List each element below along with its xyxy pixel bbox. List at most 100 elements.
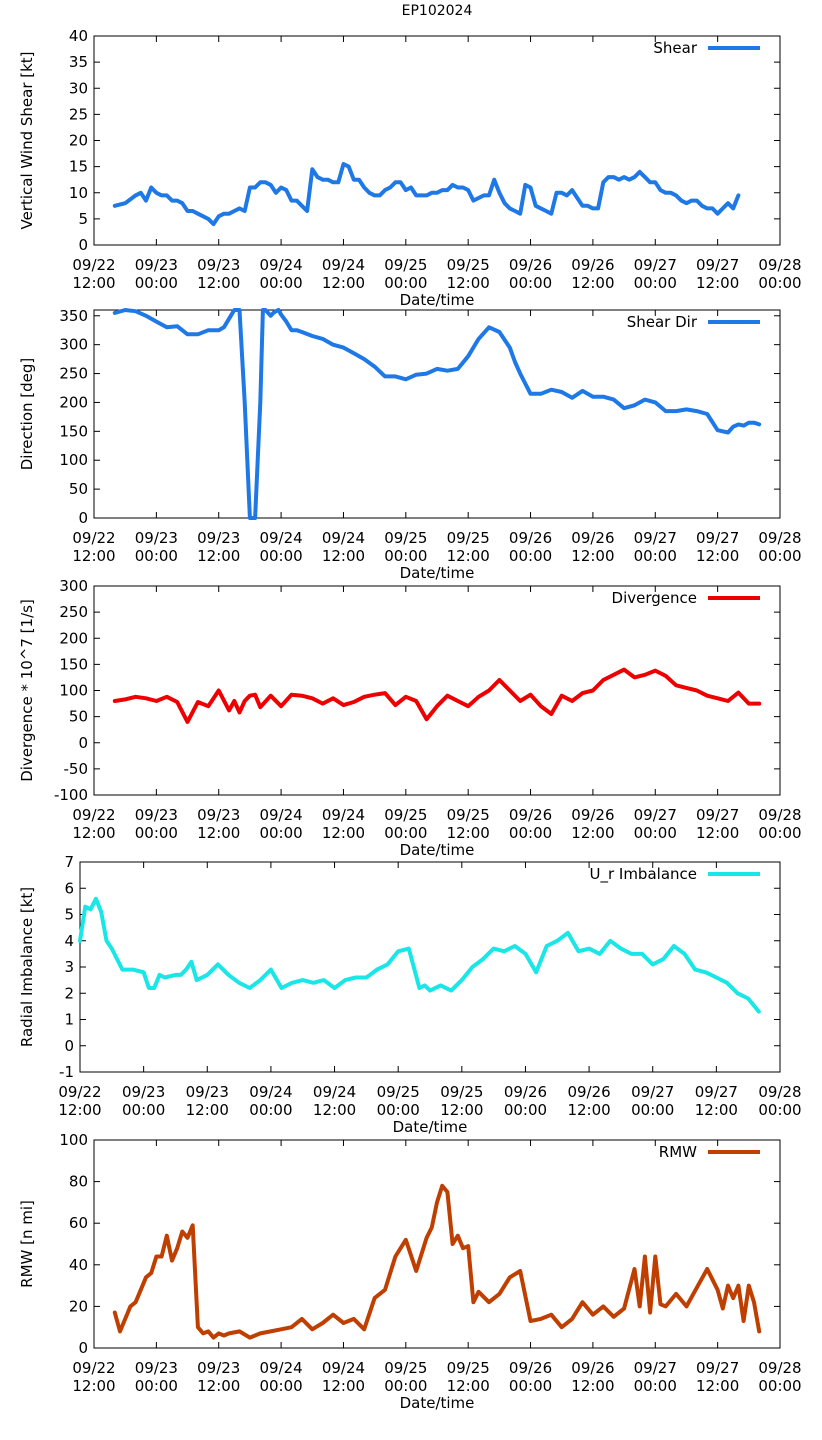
- x-tick-label-date: 09/27: [634, 256, 677, 274]
- y-tick-label: -50: [64, 760, 89, 778]
- x-tick-label-time: 12:00: [696, 547, 739, 565]
- chart-panel-3: -100-5005010015020025030009/2212:0009/23…: [18, 577, 802, 859]
- x-tick-label-time: 12:00: [695, 1101, 738, 1119]
- y-tick-label: 25: [69, 105, 88, 123]
- x-tick-label-date: 09/24: [322, 529, 365, 547]
- y-tick-label: 200: [59, 393, 88, 411]
- x-tick-label-date: 09/28: [758, 806, 801, 824]
- x-tick-label-date: 09/24: [322, 806, 365, 824]
- x-tick-label-time: 00:00: [758, 547, 801, 565]
- y-axis-label: Divergence * 10^7 [1/s]: [18, 599, 36, 782]
- y-tick-label: 60: [69, 1214, 88, 1232]
- x-tick-label-date: 09/26: [571, 806, 614, 824]
- x-tick-label-time: 00:00: [135, 274, 178, 292]
- y-tick-label: 5: [64, 906, 74, 924]
- y-tick-label: 6: [64, 879, 74, 897]
- series-line-rmw: [112, 1183, 762, 1340]
- series-line-shear_dir: [112, 308, 762, 520]
- x-tick-label-time: 12:00: [197, 824, 240, 842]
- legend-label: Shear: [653, 39, 697, 57]
- x-tick-label-time: 00:00: [634, 824, 677, 842]
- x-tick-label-time: 00:00: [758, 1101, 801, 1119]
- x-tick-label-time: 00:00: [377, 1101, 420, 1119]
- x-tick-label-date: 09/26: [571, 1359, 614, 1377]
- plot-frame: [93, 585, 781, 796]
- x-tick-label-date: 09/26: [504, 1083, 547, 1101]
- x-tick-label-date: 09/22: [72, 529, 115, 547]
- legend-label: Divergence: [612, 589, 697, 607]
- x-tick-label-time: 00:00: [259, 274, 302, 292]
- x-tick-label-time: 00:00: [249, 1101, 292, 1119]
- y-tick-label: 0: [78, 734, 88, 752]
- y-axis-label: Direction [deg]: [18, 358, 36, 471]
- y-tick-label: 0: [78, 236, 88, 254]
- x-tick-label-date: 09/25: [440, 1083, 483, 1101]
- x-tick-label-date: 09/26: [509, 256, 552, 274]
- y-tick-label: 4: [64, 932, 74, 950]
- x-tick-label-time: 00:00: [384, 824, 427, 842]
- x-tick-label-date: 09/27: [695, 1083, 738, 1101]
- x-tick-label-date: 09/24: [313, 1083, 356, 1101]
- x-axis-label: Date/time: [400, 841, 475, 859]
- x-tick-label-date: 09/25: [377, 1083, 420, 1101]
- x-tick-label-time: 12:00: [322, 274, 365, 292]
- y-tick-label: 100: [59, 682, 88, 700]
- x-tick-label-time: 12:00: [571, 274, 614, 292]
- x-tick-label-time: 00:00: [135, 547, 178, 565]
- x-tick-label-time: 12:00: [447, 1377, 490, 1395]
- x-tick-label-time: 12:00: [696, 1377, 739, 1395]
- x-tick-label-time: 12:00: [447, 547, 490, 565]
- x-tick-label-date: 09/25: [384, 529, 427, 547]
- y-axis-label: Radial Imbalance [kt]: [18, 887, 36, 1047]
- y-tick-label: 3: [64, 958, 74, 976]
- x-tick-label-time: 00:00: [509, 1377, 552, 1395]
- y-tick-label: -100: [54, 786, 88, 804]
- y-tick-label: 10: [69, 184, 88, 202]
- x-tick-label-date: 09/28: [758, 529, 801, 547]
- x-tick-label-date: 09/24: [259, 256, 302, 274]
- x-tick-label-time: 12:00: [197, 274, 240, 292]
- x-tick-label-time: 00:00: [631, 1101, 674, 1119]
- y-tick-label: 0: [78, 1339, 88, 1357]
- x-tick-label-date: 09/27: [696, 256, 739, 274]
- x-tick-label-time: 12:00: [447, 824, 490, 842]
- legend-label: U_r Imbalance: [589, 865, 697, 884]
- x-tick-label-time: 12:00: [322, 1377, 365, 1395]
- x-tick-label-date: 09/25: [447, 529, 490, 547]
- x-axis-label: Date/time: [393, 1118, 468, 1136]
- y-tick-label: -1: [59, 1063, 74, 1081]
- y-tick-label: 150: [59, 655, 88, 673]
- series-line-imbalance: [78, 896, 761, 1014]
- x-tick-label-date: 09/23: [135, 806, 178, 824]
- y-tick-label: 150: [59, 422, 88, 440]
- y-tick-label: 40: [69, 27, 88, 45]
- x-tick-label-time: 12:00: [696, 274, 739, 292]
- x-tick-label-date: 09/24: [249, 1083, 292, 1101]
- x-tick-label-date: 09/27: [696, 529, 739, 547]
- x-tick-label-date: 09/25: [447, 806, 490, 824]
- y-tick-label: 1: [64, 1011, 74, 1029]
- x-tick-label-date: 09/22: [72, 806, 115, 824]
- x-tick-label-date: 09/27: [631, 1083, 674, 1101]
- y-tick-label: 35: [69, 53, 88, 71]
- figure-title: EP102024: [402, 3, 473, 19]
- x-tick-label-date: 09/23: [135, 256, 178, 274]
- y-tick-label: 30: [69, 79, 88, 97]
- x-tick-label-date: 09/27: [696, 1359, 739, 1377]
- x-tick-label-time: 00:00: [384, 1377, 427, 1395]
- x-tick-label-time: 00:00: [758, 824, 801, 842]
- x-tick-label-time: 00:00: [758, 1377, 801, 1395]
- y-tick-label: 0: [78, 509, 88, 527]
- x-tick-label-date: 09/23: [186, 1083, 229, 1101]
- y-tick-label: 350: [59, 307, 88, 325]
- x-tick-label-date: 09/23: [135, 1359, 178, 1377]
- x-tick-label-time: 12:00: [72, 274, 115, 292]
- y-tick-label: 20: [69, 132, 88, 150]
- x-tick-label-time: 00:00: [259, 1377, 302, 1395]
- x-tick-label-time: 00:00: [384, 547, 427, 565]
- x-tick-label-time: 00:00: [509, 824, 552, 842]
- x-tick-label-date: 09/23: [197, 806, 240, 824]
- x-tick-label-date: 09/26: [509, 806, 552, 824]
- x-tick-label-time: 12:00: [58, 1101, 101, 1119]
- y-axis-label: Vertical Wind Shear [kt]: [18, 51, 36, 229]
